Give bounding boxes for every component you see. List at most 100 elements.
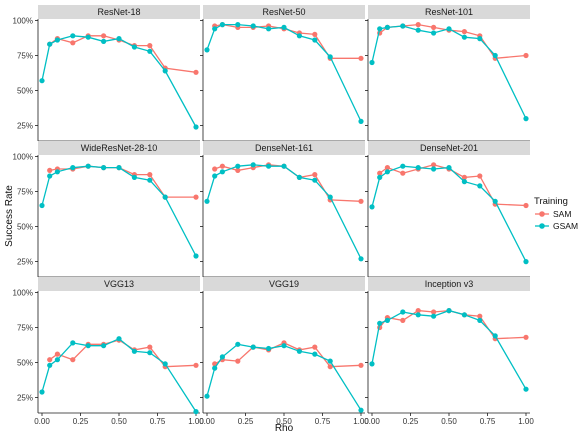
x-tick-label: 0.50: [111, 417, 127, 426]
panel-strip: [368, 277, 530, 291]
data-point-gsam: [369, 204, 375, 210]
data-point-gsam: [369, 59, 375, 66]
data-point-gsam: [431, 166, 437, 172]
data-point-gsam: [266, 163, 272, 169]
panel-3: WideResNet-28-10 25% 50% 75% 100%: [13, 141, 200, 280]
data-point-sam: [384, 165, 390, 171]
x-tick-label: 0.75: [315, 417, 331, 426]
data-point-gsam: [312, 37, 318, 43]
legend-label: SAM: [553, 209, 571, 219]
data-point-gsam: [358, 256, 364, 262]
data-point-gsam: [250, 162, 256, 168]
data-point-gsam: [70, 165, 76, 171]
y-tick-label: 25%: [17, 394, 33, 403]
data-point-gsam: [312, 177, 318, 183]
legend-entry-gsam: GSAM: [535, 221, 578, 231]
data-point-gsam: [446, 308, 452, 314]
data-point-sam: [147, 172, 153, 178]
panel-strip: [38, 141, 200, 155]
data-point-sam: [431, 162, 437, 168]
panel-strip: [38, 277, 200, 291]
panel-title: VGG13: [104, 279, 134, 289]
data-point-gsam: [377, 174, 383, 180]
data-point-gsam: [312, 351, 318, 357]
y-tick-label: 75%: [17, 51, 33, 60]
data-point-gsam: [212, 365, 218, 371]
data-point-gsam: [116, 336, 122, 342]
data-point-gsam: [219, 169, 225, 175]
data-point-gsam: [47, 362, 53, 368]
data-point-gsam: [477, 36, 483, 42]
data-point-gsam: [446, 165, 452, 171]
series-line-sam: [379, 164, 527, 207]
panel-0: ResNet-18 25% 50% 75% 100%: [13, 5, 200, 144]
x-tick-label: 0.25: [403, 417, 419, 426]
data-point-gsam: [162, 68, 168, 74]
data-point-gsam: [219, 354, 225, 360]
panel-title: ResNet-101: [425, 7, 473, 17]
data-point-gsam: [461, 34, 467, 40]
series-line-sam: [214, 164, 362, 202]
data-point-gsam: [384, 317, 390, 323]
data-point-sam: [400, 170, 406, 176]
data-point-gsam: [70, 340, 76, 346]
panel-4: DenseNet-161: [200, 141, 365, 280]
data-point-sam: [327, 364, 333, 370]
data-point-gsam: [204, 198, 210, 204]
data-point-gsam: [85, 34, 91, 40]
data-point-sam: [70, 40, 76, 46]
panel-1: ResNet-50: [200, 5, 365, 144]
data-point-sam: [523, 334, 529, 340]
data-point-sam: [147, 43, 153, 49]
data-point-gsam: [39, 202, 45, 209]
data-point-gsam: [162, 361, 168, 367]
data-point-gsam: [281, 24, 287, 30]
data-point-sam: [400, 317, 406, 323]
y-axis-title: Success Rate: [4, 185, 15, 247]
data-point-sam: [212, 166, 218, 172]
data-point-gsam: [250, 344, 256, 350]
x-axis-title: Rho: [275, 423, 294, 434]
data-point-sam: [431, 309, 437, 315]
series-line-gsam: [41, 35, 197, 128]
data-point-gsam: [204, 47, 210, 53]
data-point-sam: [193, 194, 199, 200]
series-line-sam: [214, 23, 361, 59]
data-point-gsam: [377, 26, 383, 32]
data-point-sam: [147, 344, 153, 350]
data-point-sam: [415, 308, 421, 314]
data-point-gsam: [384, 24, 390, 30]
data-point-gsam: [147, 350, 153, 356]
data-point-gsam: [47, 41, 53, 47]
data-point-gsam: [431, 313, 437, 319]
panel-strip: [38, 5, 200, 19]
data-point-gsam: [400, 309, 406, 315]
x-tick-label: 1.00: [353, 417, 369, 426]
data-point-gsam: [400, 163, 406, 169]
series-line-sam: [379, 23, 527, 59]
data-point-gsam: [492, 52, 498, 59]
data-point-gsam: [415, 312, 421, 318]
legend: Training SAM GSAM: [534, 196, 578, 231]
data-point-gsam: [101, 38, 107, 45]
data-point-gsam: [39, 78, 45, 84]
series-line-gsam: [206, 343, 362, 411]
data-point-gsam: [235, 22, 241, 28]
panel-strip: [368, 141, 530, 155]
panel-5: DenseNet-201: [365, 141, 530, 280]
data-point-sam: [358, 198, 364, 204]
data-point-sam: [70, 357, 76, 363]
panel-6: VGG13 25% 50% 75% 100% 0.00 0.25 0.50 0.75 1.00: [13, 277, 204, 426]
data-point-gsam: [204, 393, 210, 399]
data-point-gsam: [131, 174, 137, 180]
panel-title: DenseNet-161: [255, 143, 313, 153]
x-tick-label: 0.75: [150, 417, 166, 426]
data-point-sam: [415, 22, 421, 28]
y-tick-label: 25%: [17, 122, 33, 131]
data-point-gsam: [39, 389, 45, 395]
data-point-gsam: [327, 54, 333, 60]
data-point-sam: [193, 362, 199, 368]
legend-title: Training: [534, 196, 568, 207]
data-point-gsam: [358, 407, 364, 413]
